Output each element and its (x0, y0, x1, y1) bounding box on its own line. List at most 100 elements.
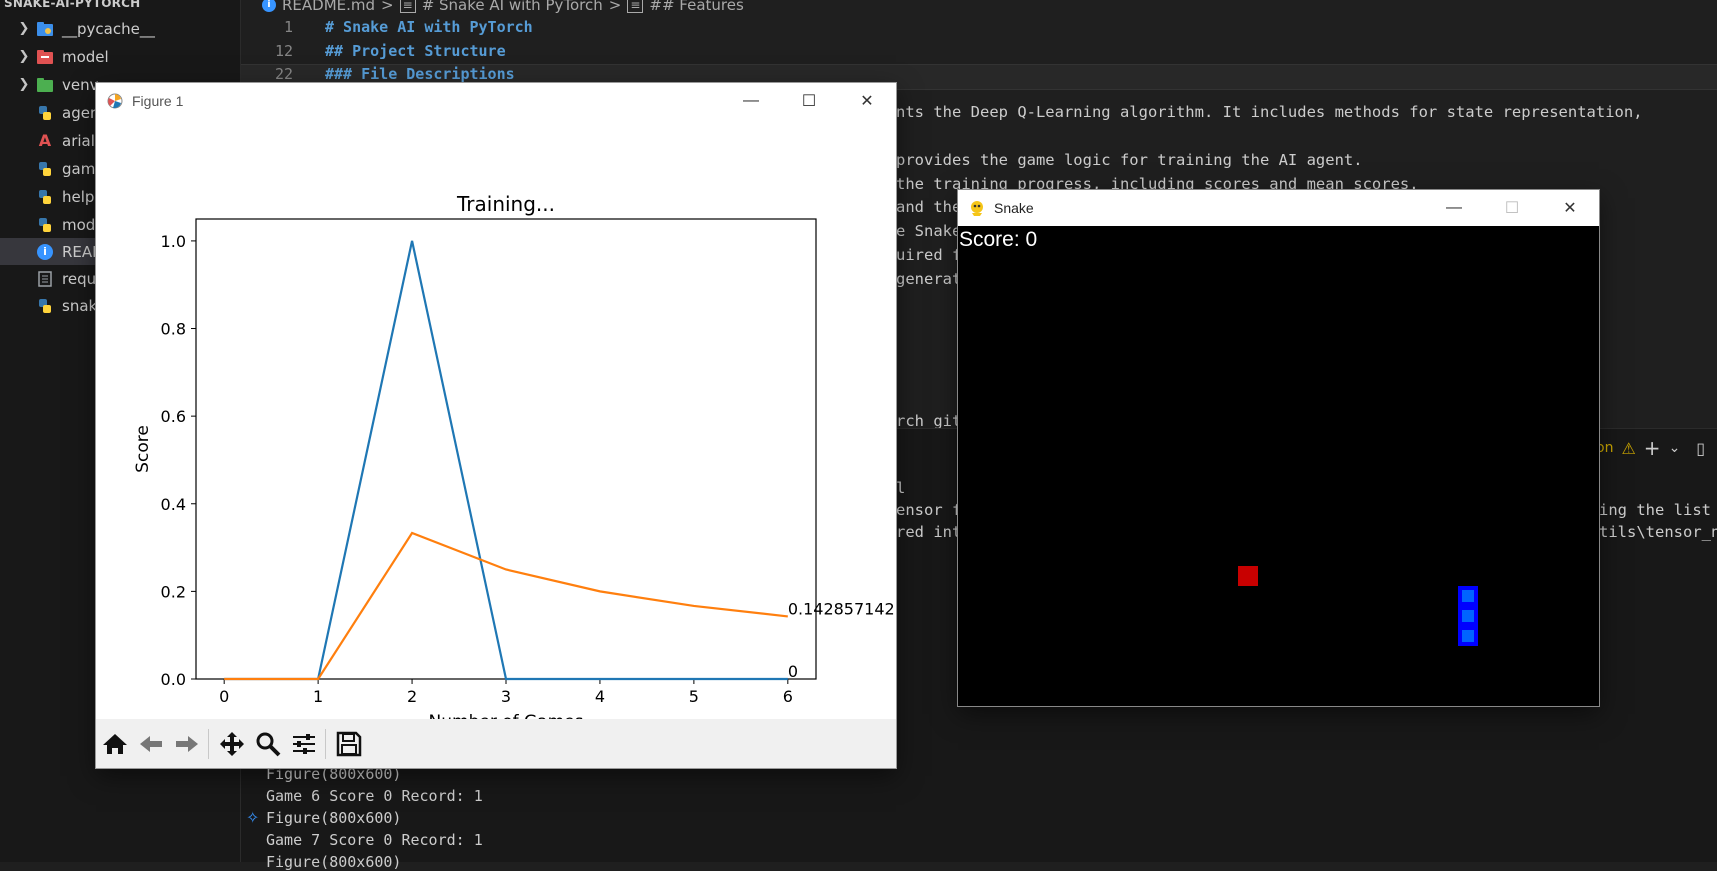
font-icon: A (36, 132, 54, 150)
x-tick-label: 4 (595, 687, 605, 706)
y-tick-label: 0.2 (161, 582, 186, 601)
line-number: 1 (263, 18, 293, 36)
terminal-text: ing the list f (1599, 501, 1717, 519)
editor-text: nts the Deep Q-Learning algorithm. It in… (896, 103, 1643, 121)
tree-item-label: venv (62, 76, 99, 94)
series-end-label: 0.142857142 (788, 599, 895, 618)
snake-window[interactable]: Snake — ☐ ✕ Score: 0 (958, 190, 1599, 706)
heading-icon: ≡ (627, 0, 643, 13)
x-tick-label: 3 (501, 687, 511, 706)
tree-item-label: requ (62, 270, 96, 288)
plus-icon[interactable]: + (1644, 436, 1661, 460)
line-number: 12 (263, 42, 293, 60)
tree-folder-model[interactable]: ❯ model (0, 43, 240, 70)
chevron-right-icon: > (609, 0, 622, 14)
maximize-button: ☐ (1483, 190, 1541, 226)
y-tick-label: 0.4 (161, 495, 186, 514)
terminal-text: l (896, 479, 905, 497)
terminal-line: Game 6 Score 0 Record: 1 (266, 787, 483, 805)
editor-line[interactable]: 12 ## Project Structure (241, 42, 1717, 66)
python-folder-icon (36, 20, 54, 38)
breadcrumb-item[interactable]: # Snake AI with PyTorch (422, 0, 603, 14)
home-icon[interactable] (98, 727, 132, 761)
x-tick-label: 0 (219, 687, 229, 706)
close-button[interactable]: ✕ (1541, 190, 1599, 226)
text-file-icon (36, 270, 54, 288)
window-title: Figure 1 (132, 93, 183, 109)
snake-segment-inner (1462, 590, 1474, 602)
editor-text: uired f (896, 246, 961, 264)
tree-item-label: agen (62, 104, 99, 122)
snake-titlebar[interactable]: Snake — ☐ ✕ (958, 190, 1599, 226)
line-text: # Snake AI with PyTorch (325, 18, 533, 36)
figure-toolbar (96, 719, 896, 768)
tree-item-label: snak (62, 297, 97, 315)
forward-arrow-icon[interactable] (170, 727, 204, 761)
terminal-line: Figure(800x600) (266, 853, 401, 871)
score-text: Score: 0 (959, 228, 1037, 252)
warning-icon[interactable]: ⚠ (1621, 439, 1635, 458)
chevron-right-icon: ❯ (16, 49, 32, 64)
close-button[interactable]: ✕ (838, 83, 896, 119)
snake-segment-inner (1462, 610, 1474, 622)
pan-icon[interactable] (215, 727, 249, 761)
editor-text: provides the game logic for training the… (896, 151, 1363, 169)
breadcrumb-item[interactable]: README.md (282, 0, 375, 14)
x-tick-label: 2 (407, 687, 417, 706)
terminal-line: Figure(800x600) (266, 809, 401, 827)
info-icon: i (36, 243, 54, 261)
minimize-button[interactable]: — (1425, 190, 1483, 226)
matplotlib-icon (106, 92, 124, 110)
python-icon (36, 216, 54, 234)
zoom-icon[interactable] (251, 727, 285, 761)
minimize-button[interactable]: — (722, 83, 780, 119)
save-icon[interactable] (332, 727, 366, 761)
line-chart: Training...01234560.00.20.40.60.81.0Numb… (96, 119, 896, 719)
tree-folder-pycache[interactable]: ❯ __pycache__ (0, 15, 240, 42)
x-axis-label: Number of Games (429, 712, 584, 719)
terminal-text: red int (896, 523, 961, 541)
terminal-line: Game 7 Score 0 Record: 1 (266, 831, 483, 849)
y-axis-label: Score (133, 425, 153, 473)
tree-item-label: gam (62, 160, 95, 178)
figure-titlebar[interactable]: Figure 1 — ☐ ✕ (96, 83, 896, 119)
line-text: ### File Descriptions (325, 65, 515, 83)
back-arrow-icon[interactable] (134, 727, 168, 761)
tree-item-label: arial. (62, 132, 100, 150)
sparkle-icon[interactable]: ✧ (246, 808, 259, 827)
folder-icon (36, 48, 54, 66)
chevron-down-icon[interactable]: ⌄ (1669, 440, 1681, 456)
editor-text: e Snake (896, 222, 961, 240)
game-board[interactable]: Score: 0 (958, 226, 1599, 706)
configure-subplots-icon[interactable] (287, 727, 321, 761)
y-tick-label: 0.0 (161, 670, 186, 689)
python-icon (36, 160, 54, 178)
x-tick-label: 5 (689, 687, 699, 706)
pygame-icon (968, 199, 986, 217)
editor-line[interactable]: 1 # Snake AI with PyTorch (241, 18, 1717, 42)
y-tick-label: 1.0 (161, 232, 186, 251)
tree-item-label: __pycache__ (62, 20, 155, 38)
toolbar-separator (208, 729, 209, 759)
terminal-text: ensor f (896, 501, 961, 519)
terminal-toolbar: on ⚠ + ⌄ ▯ (1596, 436, 1705, 460)
terminal-text: tils\tensor_n (1599, 523, 1717, 541)
python-icon (36, 188, 54, 206)
explorer-root-label[interactable]: SNAKE-AI-PYTORCH (4, 0, 140, 10)
split-icon[interactable]: ▯ (1696, 439, 1705, 458)
food (1238, 566, 1258, 586)
info-icon: i (262, 0, 276, 12)
breadcrumb-item[interactable]: ## Features (649, 0, 743, 14)
folder-icon (36, 76, 54, 94)
figure-canvas[interactable]: Training...01234560.00.20.40.60.81.0Numb… (96, 119, 896, 719)
line-number: 22 (263, 65, 293, 83)
y-tick-label: 0.6 (161, 407, 186, 426)
maximize-button[interactable]: ☐ (780, 83, 838, 119)
y-tick-label: 0.8 (161, 320, 186, 339)
tree-item-label: model (62, 48, 109, 66)
snake-segment (1458, 606, 1478, 626)
python-icon (36, 297, 54, 315)
toolbar-separator (325, 729, 326, 759)
chevron-right-icon: > (381, 0, 394, 14)
